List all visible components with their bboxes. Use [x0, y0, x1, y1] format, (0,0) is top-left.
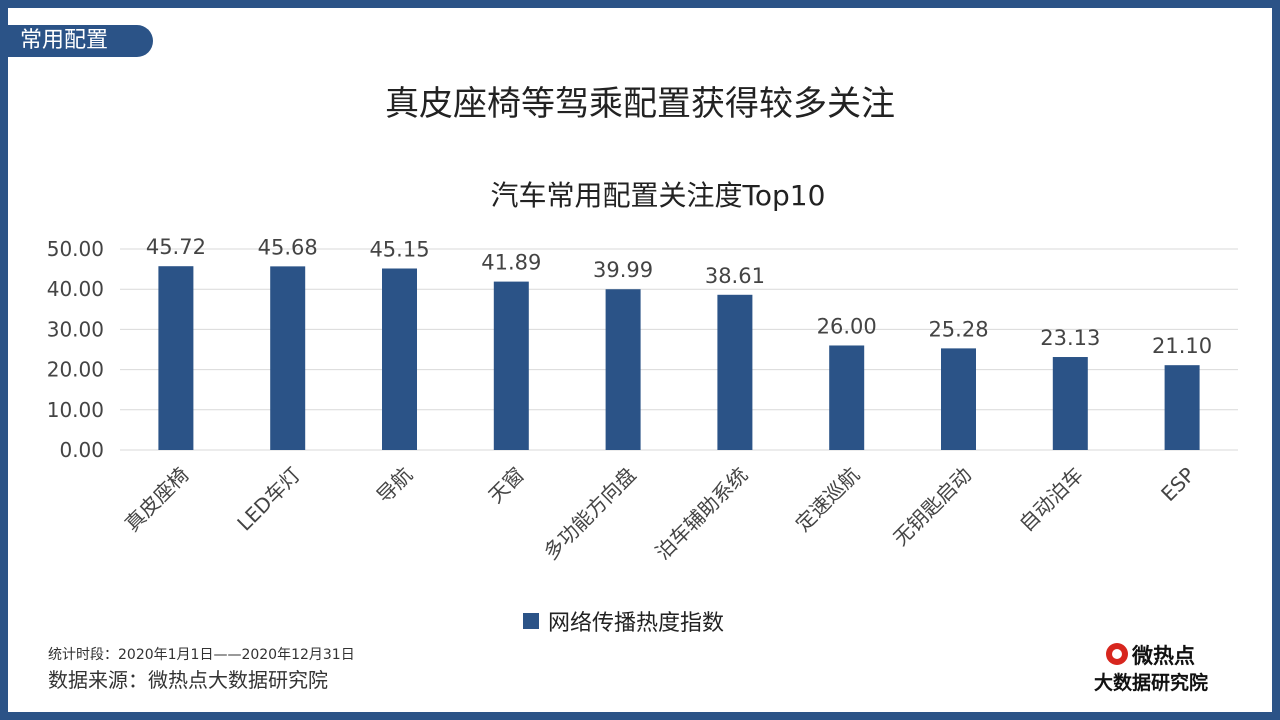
- data-label: 45.72: [146, 235, 206, 259]
- category-label: LED车灯: [232, 463, 305, 536]
- data-label: 25.28: [928, 317, 988, 341]
- legend-swatch: [523, 613, 539, 629]
- data-label: 39.99: [593, 258, 653, 282]
- y-tick-label: 0.00: [59, 438, 104, 462]
- data-label: 45.15: [369, 237, 429, 261]
- x-axis: 真皮座椅 LED车灯 导航 天窗 多功能方向盘 泊车辅助系统 定速巡航 无钥匙启动 自动泊车 ES…: [120, 463, 1200, 565]
- bar: [493, 281, 529, 450]
- bar: [829, 345, 865, 450]
- footer-period: 统计时段：2020年1月1日——2020年12月31日: [48, 647, 355, 663]
- y-tick-label: 50.00: [47, 237, 104, 261]
- bar: [158, 266, 194, 450]
- y-tick-label: 20.00: [47, 358, 104, 382]
- category-label: 天窗: [484, 463, 529, 508]
- legend-label: 网络传播热度指数: [548, 611, 724, 636]
- y-tick-label: 40.00: [47, 277, 104, 301]
- data-label: 38.61: [705, 264, 765, 288]
- bars: [158, 266, 1200, 450]
- data-label: 45.68: [258, 235, 318, 259]
- data-labels: 45.72 45.68 45.15 41.89 39.99 38.61 26.00 25.28…: [146, 235, 1212, 358]
- section-tab: 常用配置: [8, 25, 153, 57]
- logo-name: 微热点: [1132, 644, 1195, 668]
- category-label: 泊车辅助系统: [651, 463, 753, 565]
- category-label: 导航: [372, 463, 417, 508]
- category-label: 多功能方向盘: [539, 463, 641, 565]
- category-label: ESP: [1156, 463, 1199, 506]
- bar: [1164, 365, 1200, 450]
- logo-subtitle: 大数据研究院: [1094, 672, 1209, 694]
- legend: 网络传播热度指数: [523, 611, 724, 636]
- data-label: 41.89: [481, 251, 541, 275]
- page-title: 真皮座椅等驾乘配置获得较多关注: [385, 84, 895, 124]
- bar: [270, 266, 306, 450]
- grid-lines: [120, 248, 1238, 451]
- category-label: 自动泊车: [1014, 463, 1088, 537]
- y-tick-label: 30.00: [47, 317, 104, 341]
- category-label: 定速巡航: [791, 463, 865, 537]
- data-label: 21.10: [1152, 334, 1212, 358]
- y-axis: 0.00 10.00 20.00 30.00 40.00 50.00: [47, 237, 104, 462]
- y-tick-label: 10.00: [47, 398, 104, 422]
- data-label: 26.00: [817, 314, 877, 338]
- chart-title: 汽车常用配置关注度Top10: [491, 179, 826, 212]
- bar: [1052, 357, 1088, 450]
- category-label: 真皮座椅: [120, 463, 194, 537]
- bar: [717, 294, 753, 450]
- bar: [941, 348, 976, 450]
- fire-eye-icon: [1106, 643, 1128, 665]
- footer-source: 数据来源：微热点大数据研究院: [48, 668, 328, 692]
- bar: [382, 268, 417, 450]
- category-label: 无钥匙启动: [888, 463, 976, 551]
- data-label: 23.13: [1040, 326, 1100, 350]
- brand-logo: 微热点 大数据研究院: [1094, 640, 1244, 694]
- bar: [605, 289, 641, 450]
